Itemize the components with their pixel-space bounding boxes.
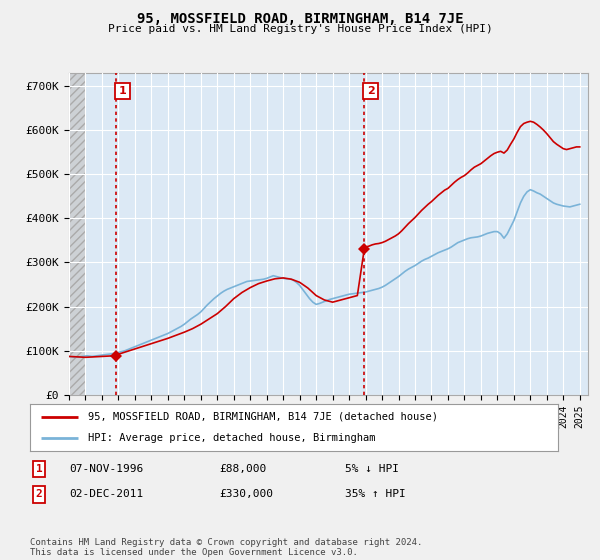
Text: 1: 1 bbox=[118, 86, 126, 96]
Text: 95, MOSSFIELD ROAD, BIRMINGHAM, B14 7JE (detached house): 95, MOSSFIELD ROAD, BIRMINGHAM, B14 7JE … bbox=[88, 412, 438, 422]
Bar bbox=[69, 73, 85, 395]
Text: 95, MOSSFIELD ROAD, BIRMINGHAM, B14 7JE: 95, MOSSFIELD ROAD, BIRMINGHAM, B14 7JE bbox=[137, 12, 463, 26]
Text: 2: 2 bbox=[367, 86, 374, 96]
Text: Contains HM Land Registry data © Crown copyright and database right 2024.
This d: Contains HM Land Registry data © Crown c… bbox=[30, 538, 422, 557]
Text: 02-DEC-2011: 02-DEC-2011 bbox=[69, 489, 143, 500]
Text: 5% ↓ HPI: 5% ↓ HPI bbox=[345, 464, 399, 474]
Text: Price paid vs. HM Land Registry's House Price Index (HPI): Price paid vs. HM Land Registry's House … bbox=[107, 24, 493, 34]
Text: HPI: Average price, detached house, Birmingham: HPI: Average price, detached house, Birm… bbox=[88, 433, 376, 444]
Text: 07-NOV-1996: 07-NOV-1996 bbox=[69, 464, 143, 474]
Bar bbox=[69, 73, 85, 395]
Text: £330,000: £330,000 bbox=[219, 489, 273, 500]
Text: £88,000: £88,000 bbox=[219, 464, 266, 474]
Text: 1: 1 bbox=[35, 464, 43, 474]
Text: 35% ↑ HPI: 35% ↑ HPI bbox=[345, 489, 406, 500]
Text: 2: 2 bbox=[35, 489, 43, 500]
